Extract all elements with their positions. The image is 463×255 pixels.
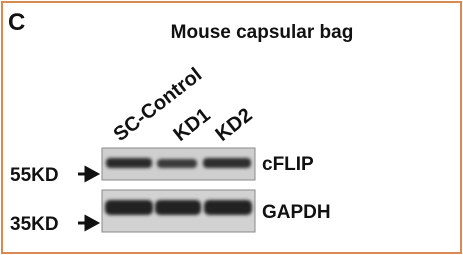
panel-label: C bbox=[8, 9, 25, 36]
blot-label: GAPDH bbox=[262, 202, 331, 223]
marker-label: 55KD bbox=[10, 165, 59, 186]
panel-title: Mouse capsular bag bbox=[171, 22, 354, 43]
blot-strip bbox=[101, 189, 256, 233]
marker-arrow bbox=[78, 165, 101, 183]
marker-arrow bbox=[78, 214, 101, 232]
marker-label: 35KD bbox=[10, 214, 59, 235]
blot-strip bbox=[101, 147, 256, 181]
blot-label: cFLIP bbox=[262, 154, 314, 175]
